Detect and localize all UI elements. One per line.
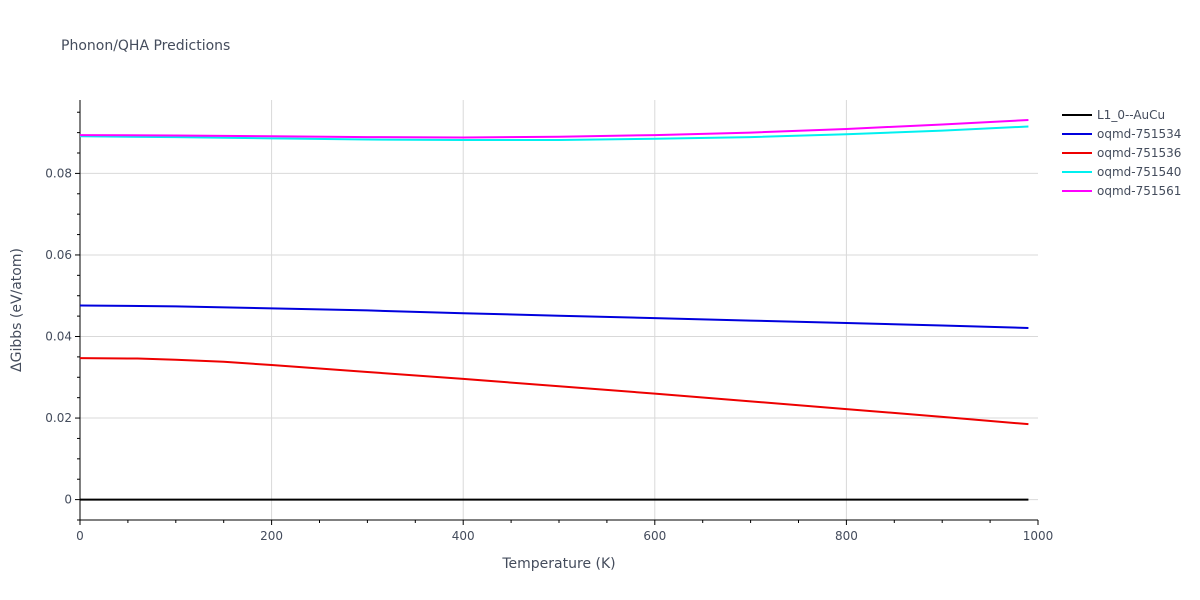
legend-label: oqmd-751540 [1097, 165, 1181, 179]
legend-item[interactable]: L1_0--AuCu [1062, 108, 1165, 122]
legend: L1_0--AuCu oqmd-751534 oqmd-751536 oqmd-751… [1062, 108, 1181, 198]
x-axis-title: Temperature (K) [501, 556, 615, 572]
series-line-oqmd-751540 [79, 125, 1029, 141]
series-layer [79, 118, 1029, 501]
legend-item[interactable]: oqmd-751534 [1062, 127, 1181, 141]
x-tick-label: 400 [452, 529, 475, 543]
legend-label: L1_0--AuCu [1097, 108, 1165, 122]
legend-label: oqmd-751561 [1097, 184, 1181, 198]
legend-item[interactable]: oqmd-751561 [1062, 184, 1181, 198]
chart-title: Phonon/QHA Predictions [61, 38, 230, 54]
x-tick-label: 800 [835, 529, 858, 543]
x-tick-label: 0 [76, 529, 84, 543]
y-tick-label: 0 [64, 493, 72, 507]
legend-item[interactable]: oqmd-751536 [1062, 146, 1181, 160]
x-tick-label: 200 [260, 529, 283, 543]
axes-layer: 0 200 400 600 800 1000 0 0.02 0.04 0.06 0.08 [45, 100, 1053, 543]
x-tick-label: 600 [643, 529, 666, 543]
series-line-oqmd-751534 [79, 304, 1029, 329]
x-tick-label: 1000 [1023, 529, 1054, 543]
y-tick-label: 0.06 [45, 248, 72, 262]
series-line-oqmd-751536 [79, 357, 1029, 426]
series-line-oqmd-751561 [79, 118, 1029, 139]
y-axis-title: ΔGibbs (eV/atom) [9, 248, 25, 372]
y-tick-label: 0.08 [45, 166, 72, 180]
legend-item[interactable]: oqmd-751540 [1062, 165, 1181, 179]
y-tick-label: 0.04 [45, 330, 72, 344]
legend-label: oqmd-751534 [1097, 127, 1181, 141]
legend-label: oqmd-751536 [1097, 146, 1181, 160]
y-tick-label: 0.02 [45, 411, 72, 425]
grid-layer [80, 100, 1038, 520]
